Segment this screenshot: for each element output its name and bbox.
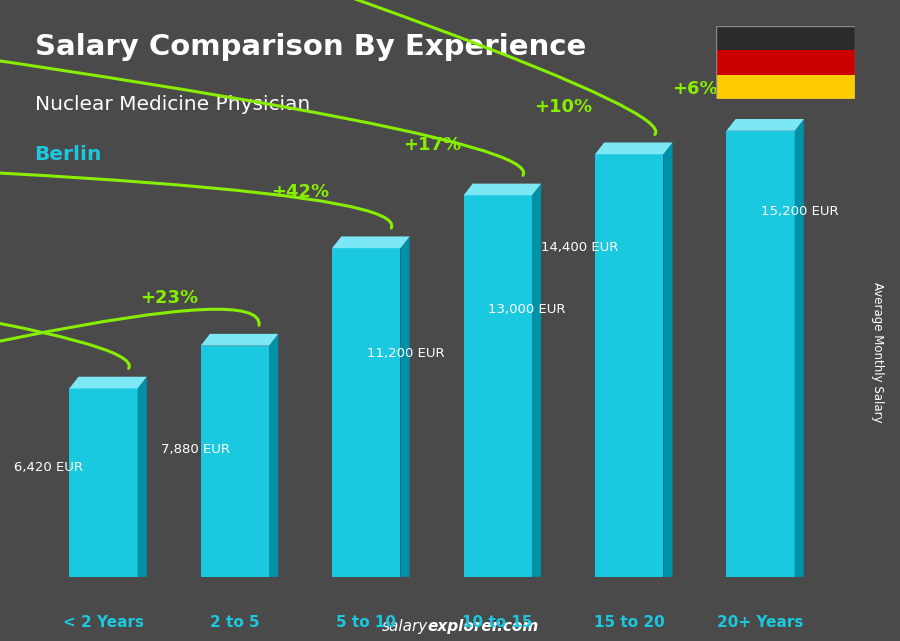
- Polygon shape: [201, 334, 278, 345]
- Text: 2 to 5: 2 to 5: [210, 615, 260, 630]
- Text: Berlin: Berlin: [34, 145, 102, 163]
- Text: Average Monthly Salary: Average Monthly Salary: [871, 282, 884, 423]
- Polygon shape: [400, 237, 410, 577]
- Bar: [595, 154, 663, 577]
- Text: explorer.com: explorer.com: [428, 619, 539, 634]
- Text: salary: salary: [382, 619, 427, 634]
- Text: 15 to 20: 15 to 20: [594, 615, 664, 630]
- Text: 6,420 EUR: 6,420 EUR: [14, 461, 83, 474]
- Polygon shape: [269, 334, 278, 577]
- Text: 15,200 EUR: 15,200 EUR: [761, 204, 839, 217]
- Polygon shape: [532, 183, 541, 577]
- Polygon shape: [332, 237, 410, 248]
- Polygon shape: [595, 142, 672, 154]
- Text: +10%: +10%: [535, 98, 592, 116]
- Text: 5 to 10: 5 to 10: [337, 615, 396, 630]
- Text: 13,000 EUR: 13,000 EUR: [488, 303, 565, 316]
- Bar: [201, 345, 269, 577]
- Text: 7,880 EUR: 7,880 EUR: [161, 443, 230, 456]
- Text: Nuclear Medicine Physician: Nuclear Medicine Physician: [34, 94, 310, 113]
- Polygon shape: [663, 142, 672, 577]
- Polygon shape: [726, 119, 804, 131]
- Bar: [716, 50, 855, 75]
- Text: +42%: +42%: [272, 183, 329, 201]
- Text: 11,200 EUR: 11,200 EUR: [367, 347, 445, 360]
- Text: 14,400 EUR: 14,400 EUR: [541, 241, 618, 254]
- Bar: [464, 196, 532, 577]
- Text: Salary Comparison By Experience: Salary Comparison By Experience: [34, 33, 586, 61]
- Text: 20+ Years: 20+ Years: [717, 615, 804, 630]
- Text: < 2 Years: < 2 Years: [63, 615, 144, 630]
- Text: +6%: +6%: [672, 81, 717, 99]
- Polygon shape: [464, 183, 541, 196]
- FancyBboxPatch shape: [716, 26, 855, 50]
- Polygon shape: [69, 377, 147, 388]
- Bar: [69, 388, 138, 577]
- Bar: [716, 75, 855, 99]
- Text: +23%: +23%: [140, 290, 198, 308]
- Bar: [726, 131, 795, 577]
- Polygon shape: [138, 377, 147, 577]
- Text: 10 to 15: 10 to 15: [463, 615, 533, 630]
- Bar: [332, 248, 400, 577]
- Text: +17%: +17%: [403, 137, 461, 154]
- Polygon shape: [795, 119, 804, 577]
